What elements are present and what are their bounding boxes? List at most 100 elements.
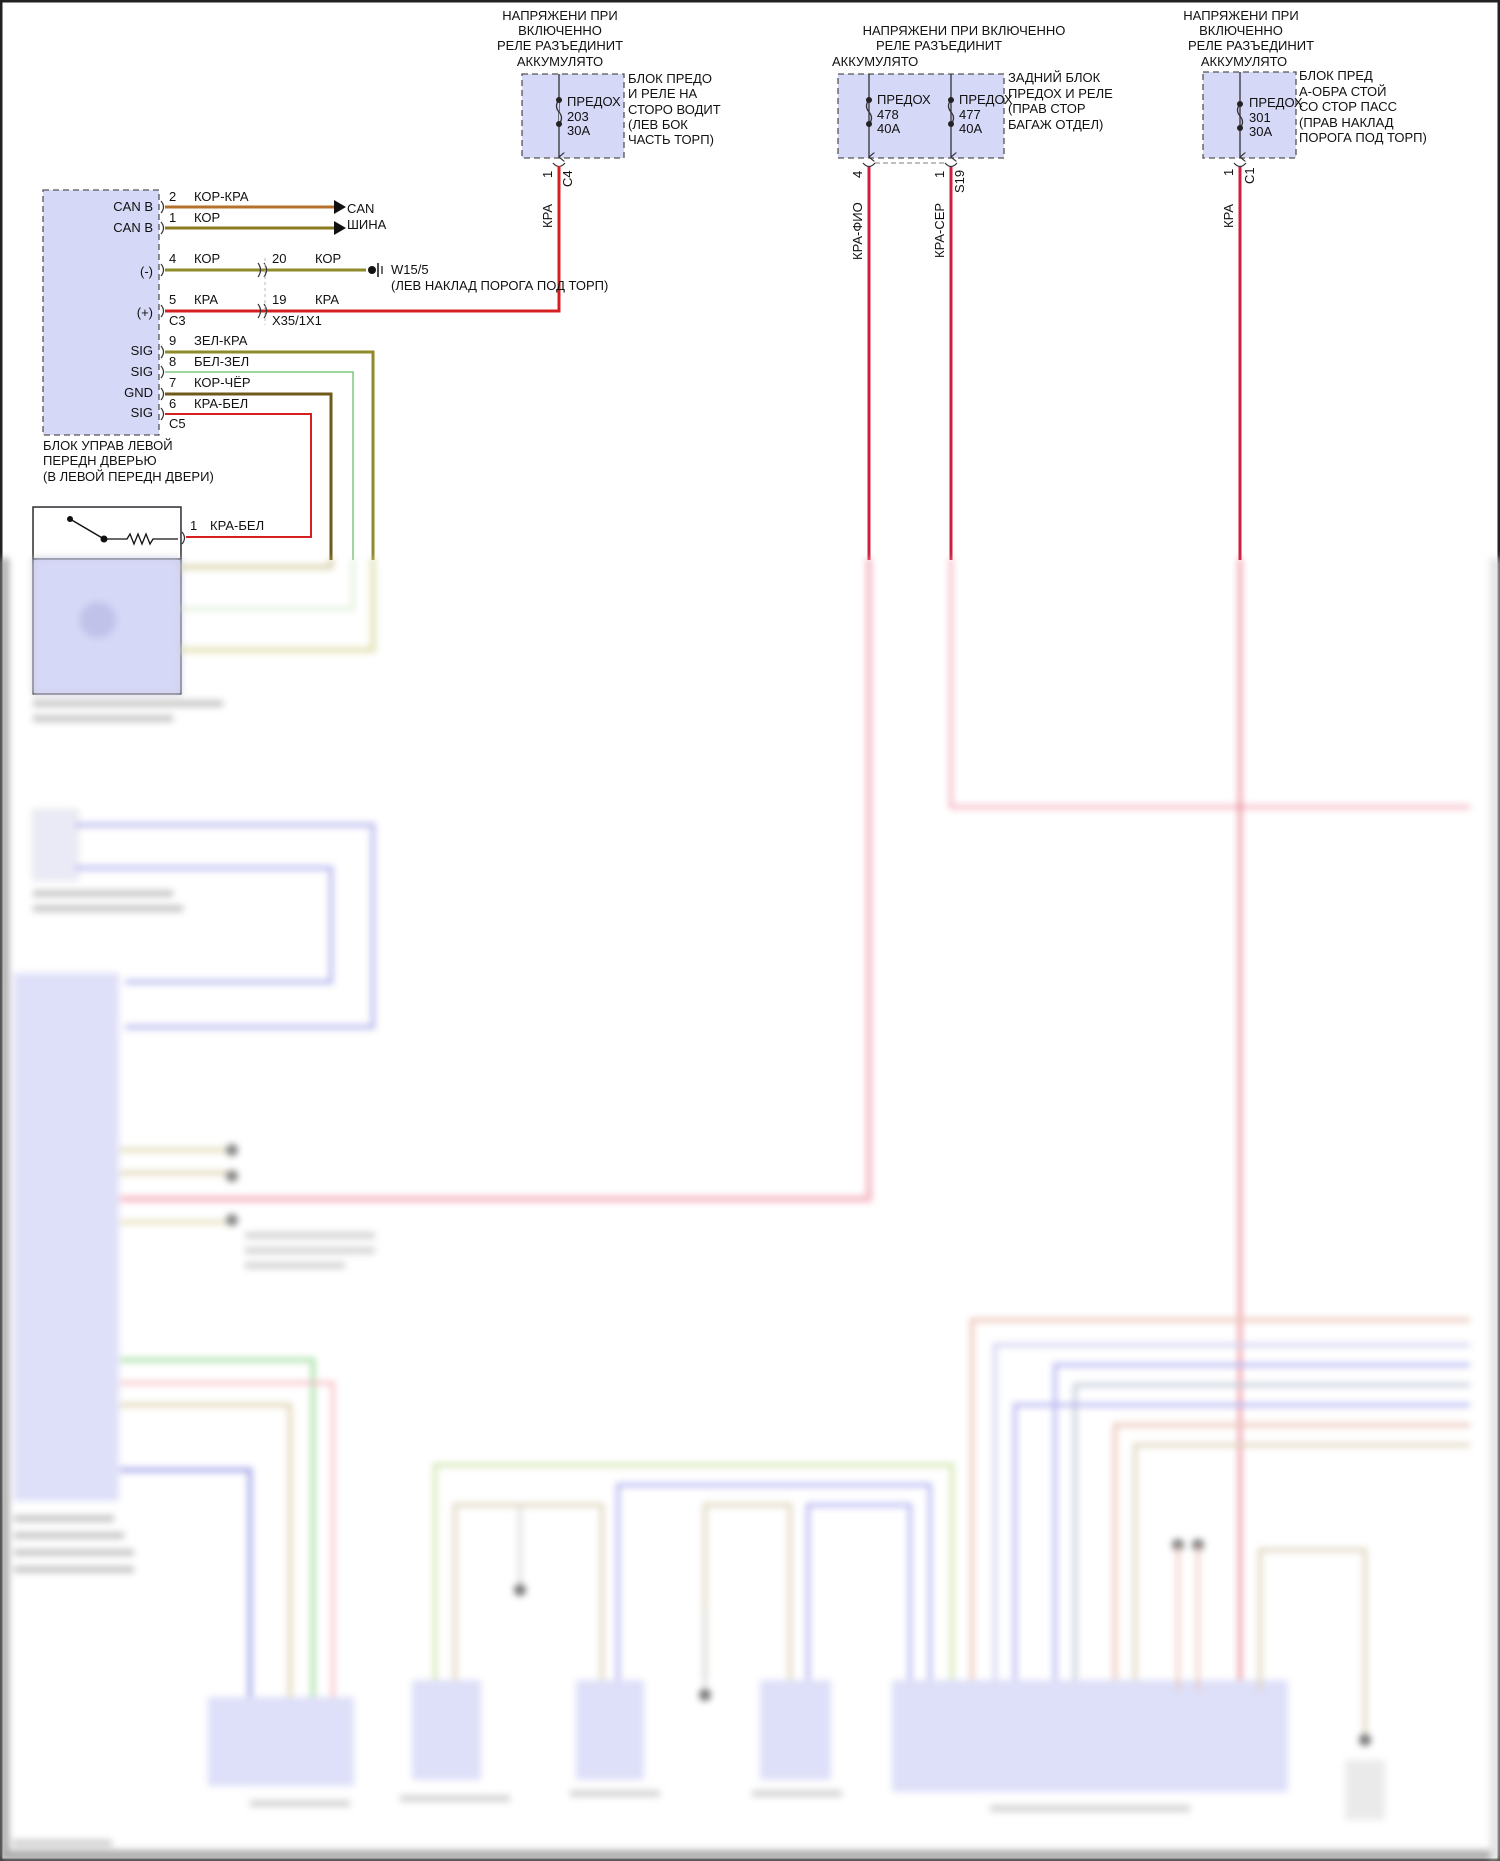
diagram-label: БЕЛ-ЗЕЛ bbox=[194, 354, 249, 369]
diagram-label: (ПРАВ НАКЛАД bbox=[1299, 115, 1394, 130]
top-wires bbox=[165, 166, 1242, 560]
fuse-icon bbox=[555, 99, 563, 125]
diagram-label: КОР-ЧЁР bbox=[194, 375, 251, 390]
diagram-label: 20 bbox=[272, 251, 286, 266]
diagram-label: РЕЛЕ РАЗЪЕДИНИТ bbox=[876, 38, 1002, 53]
diagram-label: (ЛЕВ БОК bbox=[628, 117, 688, 132]
wire-zel-kra bbox=[165, 350, 375, 560]
ground-icon bbox=[368, 263, 383, 277]
diagram-label: 2 bbox=[169, 189, 176, 204]
diagram-label: СО СТОР ПАСС bbox=[1299, 99, 1397, 114]
diagram-label: АККУМУЛЯТО bbox=[1201, 54, 1287, 69]
diagram-label: БЛОК ПРЕД bbox=[1299, 68, 1373, 83]
can-label: ШИНА bbox=[347, 217, 387, 232]
diagram-label: КОР bbox=[315, 251, 341, 266]
diagram-label: РЕЛЕ РАЗЪЕДИНИТ bbox=[1188, 38, 1314, 53]
diagram-label: БЛОК УПРАВ ЛЕВОЙ bbox=[43, 438, 173, 453]
fuse-block-2: НАПРЯЖЕНИ ПРИ ВКЛЮЧЕННО РЕЛЕ РАЗЪЕДИНИТ … bbox=[832, 23, 1113, 260]
diagram-label: (В ЛЕВОЙ ПЕРЕДН ДВЕРИ) bbox=[43, 469, 214, 484]
wire-bel-zel bbox=[165, 371, 354, 560]
diagram-label: ПРЕДОХ bbox=[1249, 95, 1303, 110]
can-label: CAN bbox=[347, 201, 374, 216]
door-control-module: CAN B CAN B (-) (+) SIG SIG GND SIG 2 КОР… bbox=[42, 189, 251, 484]
diagram-label: C5 bbox=[169, 416, 186, 431]
diagram-label: 7 bbox=[169, 375, 176, 390]
inline-connector-icon bbox=[257, 262, 268, 319]
diagram-label: 40A bbox=[959, 121, 982, 136]
fuse-icon bbox=[865, 99, 873, 125]
inline-connector-label: X35/1X1 bbox=[272, 313, 322, 328]
diagram-label: 1 bbox=[190, 518, 197, 533]
diagram-label: АККУМУЛЯТО bbox=[832, 54, 918, 69]
switch-icon bbox=[69, 518, 105, 540]
diagram-label: SIG bbox=[131, 364, 153, 379]
diagram-label: КОР bbox=[194, 251, 220, 266]
diagram-label: C4 bbox=[560, 170, 575, 187]
diagram-label: И РЕЛЕ НА bbox=[628, 86, 697, 101]
diagram-label: КРА-ФИО bbox=[850, 202, 865, 260]
diagram-label: КРА-БЕЛ bbox=[194, 396, 248, 411]
wire-kra-bel bbox=[165, 413, 312, 538]
fuse-block-3: НАПРЯЖЕНИ ПРИ ВКЛЮЧЕННО РЕЛЕ РАЗЪЕДИНИТ … bbox=[1183, 8, 1427, 228]
diagram-label: КРА bbox=[194, 292, 218, 307]
diagram-label: ВКЛЮЧЕННО bbox=[1199, 23, 1283, 38]
arrow-icon bbox=[334, 200, 346, 235]
fuse-icon bbox=[947, 99, 955, 125]
diagram-label: ПРЕДОХ bbox=[877, 92, 931, 107]
diagram-label: КРА bbox=[315, 292, 339, 307]
header-line: НАПРЯЖЕНИ ПРИ bbox=[502, 8, 617, 23]
diagram-label: 1 bbox=[932, 171, 947, 178]
diagram-label: 6 bbox=[169, 396, 176, 411]
diagram-label: НАПРЯЖЕНИ ПРИ ВКЛЮЧЕННО bbox=[863, 23, 1066, 38]
fuse-box bbox=[1202, 71, 1297, 159]
fuse-block-1: НАПРЯЖЕНИ ПРИ ВКЛЮЧЕННО РЕЛЕ РАЗЪЕДИНИТ … bbox=[497, 8, 721, 228]
connector-icon bbox=[862, 162, 958, 168]
ground-label: W15/5 bbox=[391, 262, 429, 277]
diagram-label: GND bbox=[124, 385, 153, 400]
diagram-label: ПРЕДОХ И РЕЛЕ bbox=[1008, 86, 1113, 101]
diagram-label: 30A bbox=[567, 123, 590, 138]
diagram-label: 4 bbox=[850, 171, 865, 178]
diagram-label: 1 bbox=[1221, 169, 1236, 176]
diagram-label: SIG bbox=[131, 343, 153, 358]
diagram-label: C1 bbox=[1242, 167, 1257, 184]
diagram-label: КРА bbox=[540, 204, 555, 228]
diagram-label: SIG bbox=[131, 405, 153, 420]
diagram-label: КРА bbox=[1221, 204, 1236, 228]
connector-icon bbox=[1233, 162, 1247, 168]
fuse-box bbox=[837, 73, 1005, 159]
diagram-label: 4 bbox=[169, 251, 176, 266]
diagram-label: (+) bbox=[137, 305, 153, 320]
connector-icon bbox=[552, 162, 566, 168]
resistor-icon bbox=[104, 532, 178, 546]
header-line: ВКЛЮЧЕННО bbox=[518, 23, 602, 38]
diagram-label: S19 bbox=[952, 170, 967, 193]
fuse-icon bbox=[1236, 103, 1244, 129]
obscured-lower-diagram bbox=[0, 557, 1500, 1861]
diagram-label: (ПРАВ СТОР bbox=[1008, 101, 1086, 116]
diagram-label: БАГАЖ ОТДЕЛ) bbox=[1008, 117, 1103, 132]
diagram-label: СТОРО ВОДИТ bbox=[628, 102, 721, 117]
diagram-label: ПЕРЕДН ДВЕРЬЮ bbox=[43, 453, 157, 468]
diagram-label: 9 bbox=[169, 333, 176, 348]
diagram-label: 40A bbox=[877, 121, 900, 136]
diagram-label: ЗАДНИЙ БЛОК bbox=[1008, 70, 1101, 85]
diagram-label: НАПРЯЖЕНИ ПРИ bbox=[1183, 8, 1298, 23]
diagram-label: (-) bbox=[140, 264, 153, 279]
diagram-label: ПОРОГА ПОД ТОРП) bbox=[1299, 130, 1427, 145]
diagram-label: ПРЕДОХ bbox=[959, 92, 1013, 107]
wire-kra-power bbox=[165, 166, 561, 313]
diagram-label: C3 bbox=[169, 313, 186, 328]
diagram-label: ЗЕЛ-КРА bbox=[194, 333, 248, 348]
diagram-label: 8 bbox=[169, 354, 176, 369]
diagram-label: 301 bbox=[1249, 110, 1271, 125]
diagram-label: КРА-СЕР bbox=[932, 203, 947, 258]
header-line: РЕЛЕ РАЗЪЕДИНИТ bbox=[497, 38, 623, 53]
diagram-label: БЛОК ПРЕДО bbox=[628, 71, 712, 86]
diagram-label: 477 bbox=[959, 107, 981, 122]
diagram-label: ЧАСТЬ ТОРП) bbox=[628, 132, 714, 147]
fuse-box bbox=[521, 73, 625, 159]
